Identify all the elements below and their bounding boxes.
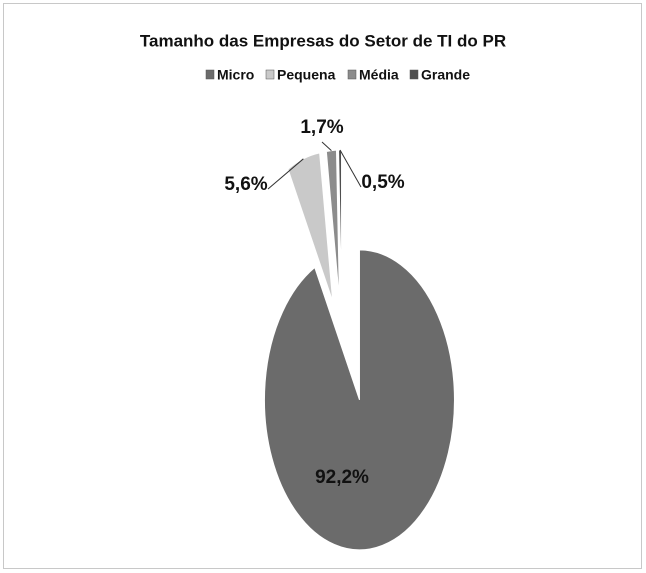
legend-swatch <box>205 69 215 80</box>
chart-title: Tamanho das Empresas do Setor de TI do P… <box>140 31 506 50</box>
legend-label: Pequena <box>277 67 336 83</box>
legend-swatch <box>409 69 419 80</box>
pie-slice <box>263 249 455 551</box>
data-label: 0,5% <box>361 172 404 193</box>
leader-line <box>321 141 332 152</box>
legend-swatch <box>347 69 357 80</box>
leader-line <box>267 158 304 190</box>
data-label: 5,6% <box>224 174 267 195</box>
data-label: 92,2% <box>315 467 369 488</box>
legend-swatch <box>265 69 275 80</box>
legend-label: Micro <box>217 67 254 83</box>
leader-line <box>339 149 362 188</box>
data-label: 1,7% <box>300 117 343 138</box>
legend-label: Média <box>359 67 399 83</box>
legend-label: Grande <box>421 67 470 83</box>
